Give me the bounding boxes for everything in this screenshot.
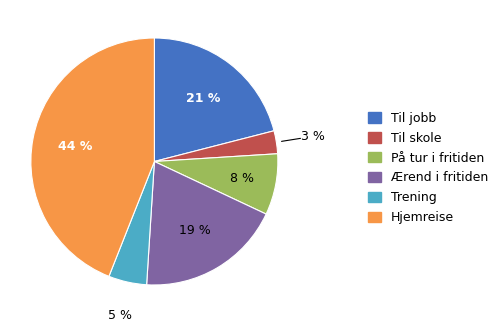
Text: 5 %: 5 % <box>108 309 132 322</box>
Wedge shape <box>146 162 266 285</box>
Text: 44 %: 44 % <box>58 140 93 153</box>
Text: 8 %: 8 % <box>230 172 253 185</box>
Wedge shape <box>31 38 154 276</box>
Wedge shape <box>154 154 278 214</box>
Wedge shape <box>154 131 278 162</box>
Text: 21 %: 21 % <box>186 91 221 105</box>
Text: 19 %: 19 % <box>179 224 211 237</box>
Wedge shape <box>154 38 274 162</box>
Wedge shape <box>109 162 154 285</box>
Legend: Til jobb, Til skole, På tur i fritiden, Ærend i fritiden, Trening, Hjemreise: Til jobb, Til skole, På tur i fritiden, … <box>365 108 492 228</box>
Text: 3 %: 3 % <box>301 130 325 143</box>
